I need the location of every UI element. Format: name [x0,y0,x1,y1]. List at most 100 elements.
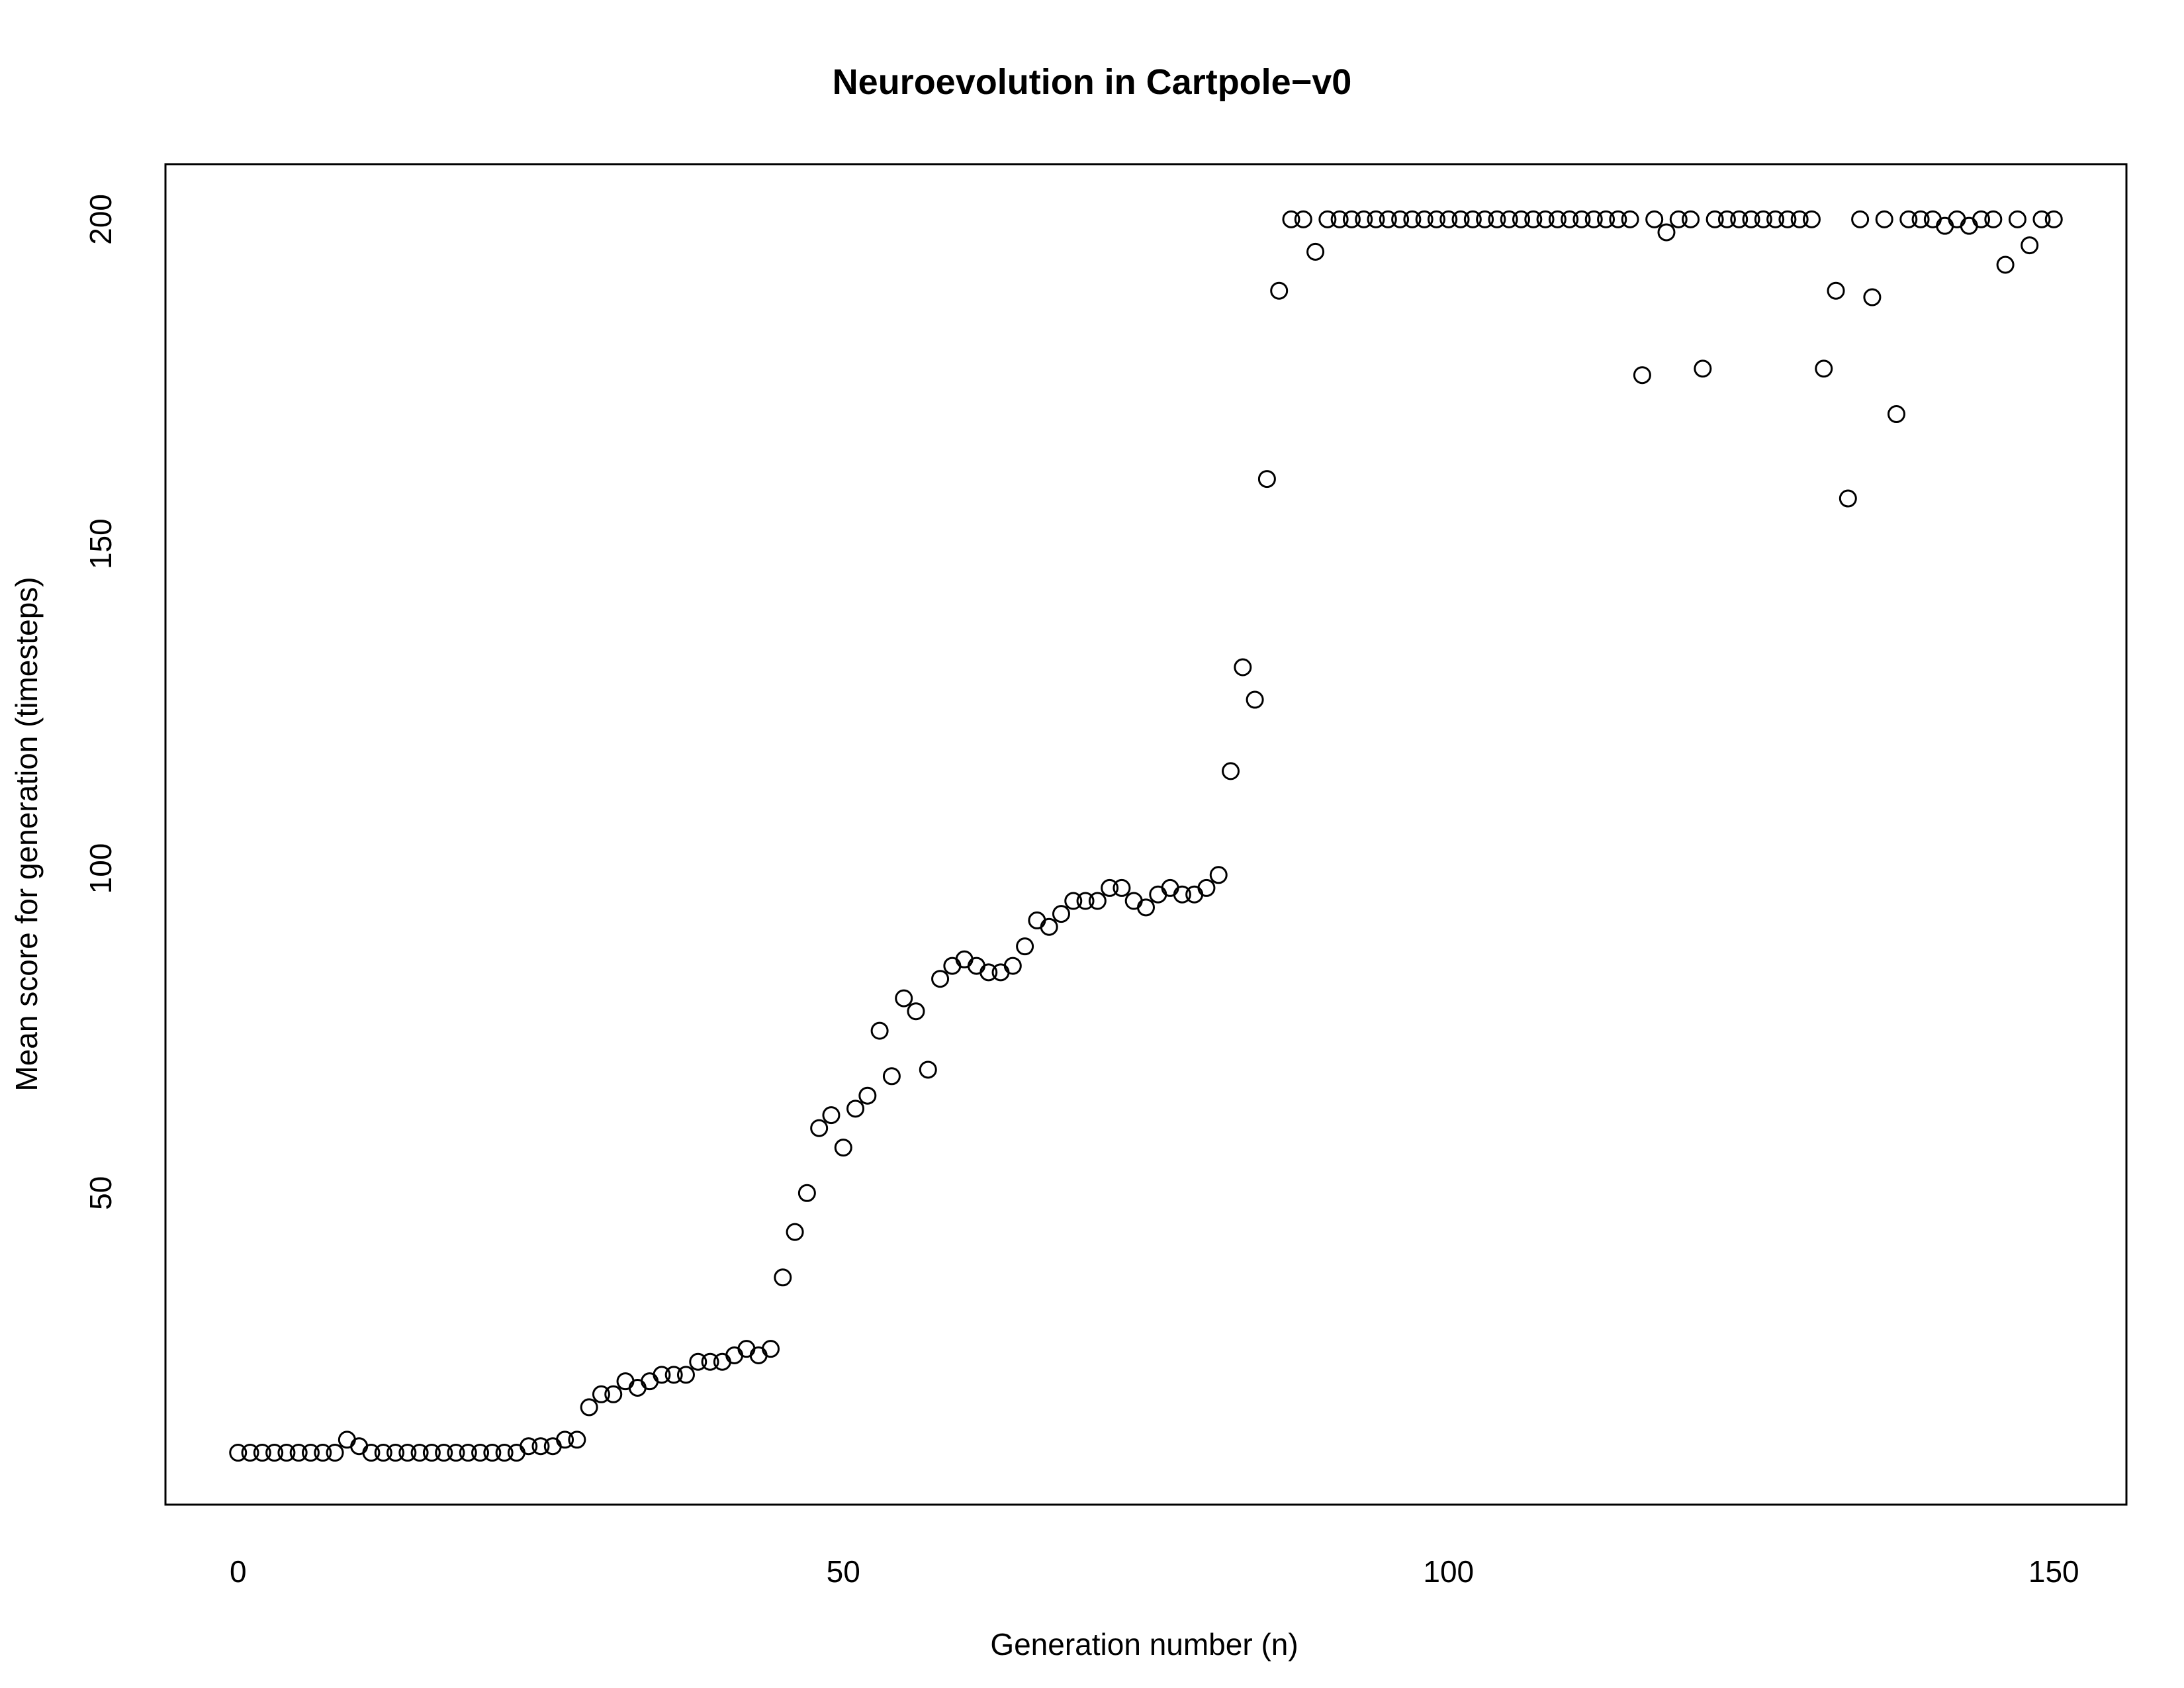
data-point [1609,210,1627,228]
y-axis: 50 100 150 200 [83,194,118,1210]
data-point [1633,366,1651,385]
data-point [1016,937,1034,956]
data-point [1173,885,1191,904]
data-point [1222,762,1240,780]
data-point [810,1119,829,1137]
data-point [1717,210,1736,228]
data-point [1802,210,1821,228]
data-point [991,963,1010,982]
data-point [1463,210,1482,228]
data-point [870,1021,889,1040]
data-point [2044,210,2063,228]
data-point [1766,210,1785,228]
data-point [822,1106,841,1125]
data-point [1827,281,1845,300]
y-axis-label: Mean score for generation (timesteps) [9,577,44,1091]
data-point [1572,210,1591,228]
data-point [737,1340,756,1358]
data-point [1899,210,1918,228]
data-point [713,1352,731,1371]
data-point [1790,210,1809,228]
data-point [531,1437,550,1456]
data-point [253,1444,271,1462]
data-point [1185,885,1204,904]
data-point [1088,892,1107,910]
data-point [543,1437,562,1456]
data-point [1536,210,1555,228]
data-point [1984,210,2003,228]
data-point [1742,210,1760,228]
data-point [931,970,950,988]
data-point [1427,210,1445,228]
data-point [1754,210,1772,228]
data-point [1439,210,1458,228]
data-point [2008,210,2026,228]
data-point [1839,489,1857,508]
data-point [289,1444,308,1462]
y-tick-label: 50 [83,1176,118,1210]
data-point [520,1437,538,1456]
data-point [1669,210,1688,228]
data-point [858,1086,877,1105]
data-point [2032,210,2051,228]
data-point [507,1444,525,1462]
data-point [1149,885,1167,904]
data-point [774,1268,792,1287]
data-point [1960,216,1978,235]
data-point [1257,470,1276,489]
data-point [786,1223,804,1241]
data-point [1645,210,1664,228]
data-point [338,1430,356,1449]
data-point [1076,892,1095,910]
data-point [471,1444,490,1462]
data-point [1815,359,1833,378]
data-point [326,1444,344,1462]
data-point [1923,210,1942,228]
data-point [797,1184,816,1202]
data-point [1367,210,1385,228]
x-tick-label: 0 [230,1554,247,1589]
data-point [2021,236,2039,255]
plot-area-frame [164,163,2128,1506]
data-point [277,1444,296,1462]
data-point [689,1352,707,1371]
x-tick-label: 50 [827,1554,860,1589]
y-tick-label: 150 [83,518,118,569]
data-point [1597,210,1615,228]
data-point [701,1352,719,1371]
data-point [1851,210,1870,228]
data-point [568,1430,586,1449]
data-point [1379,210,1397,228]
data-point [422,1444,441,1462]
y-tick-label: 200 [83,194,118,245]
chart-title: Neuroevolution in Cartpole−v0 [833,62,1352,102]
data-point [1003,957,1022,975]
data-point [1948,210,1966,228]
data-point [955,950,974,968]
data-point [1706,210,1724,228]
data-point [1124,892,1143,910]
data-point [556,1430,574,1449]
data-point [1778,210,1797,228]
data-point [641,1372,659,1391]
data-point [1246,690,1264,709]
data-point [1972,210,1991,228]
data-point [1161,878,1179,897]
data-point [1209,866,1228,884]
data-point [1028,911,1046,929]
data-point [459,1444,477,1462]
data-point [907,1002,925,1021]
data-point [301,1444,320,1462]
x-tick-label: 100 [1423,1554,1474,1589]
data-point [410,1444,429,1462]
data-point [664,1366,683,1384]
data-point [1064,892,1083,910]
data-point [1488,210,1506,228]
data-point [1197,878,1216,897]
data-point [919,1060,937,1079]
x-axis: 0 50 100 150 [230,1554,2079,1589]
data-point [1657,223,1676,242]
data-point [967,957,985,975]
data-point [895,989,913,1008]
